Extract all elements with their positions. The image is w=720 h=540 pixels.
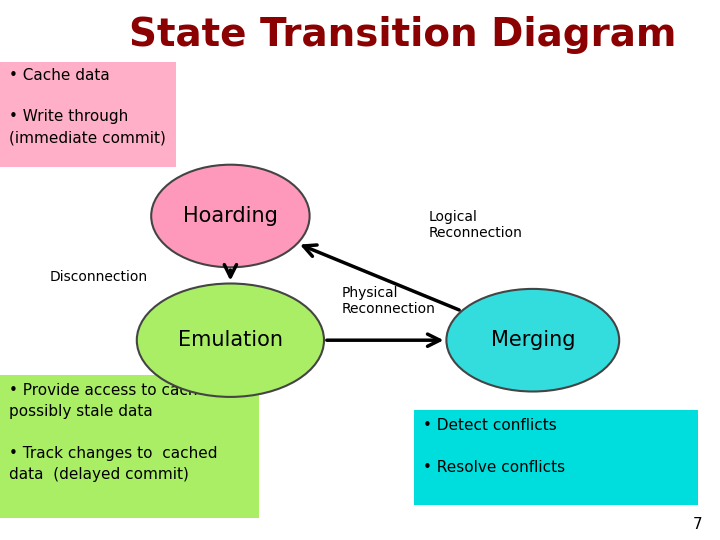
Text: Merging: Merging (490, 330, 575, 350)
Text: • Detect conflicts

• Resolve conflicts: • Detect conflicts • Resolve conflicts (423, 418, 564, 476)
Text: Disconnection: Disconnection (50, 270, 148, 284)
FancyBboxPatch shape (0, 375, 259, 518)
Ellipse shape (137, 284, 324, 397)
Text: Logical
Reconnection: Logical Reconnection (428, 210, 522, 240)
Text: • Provide access to cached,
possibly stale data

• Track changes to  cached
data: • Provide access to cached, possibly sta… (9, 383, 222, 482)
Ellipse shape (151, 165, 310, 267)
Ellipse shape (446, 289, 619, 392)
FancyBboxPatch shape (0, 62, 176, 167)
Text: • Cache data

• Write through
(immediate commit): • Cache data • Write through (immediate … (9, 68, 166, 145)
Text: Hoarding: Hoarding (183, 206, 278, 226)
Text: State Transition Diagram: State Transition Diagram (130, 16, 677, 54)
Text: Emulation: Emulation (178, 330, 283, 350)
Text: 7: 7 (693, 517, 702, 532)
Text: Physical
Reconnection: Physical Reconnection (342, 286, 436, 316)
FancyBboxPatch shape (414, 410, 698, 505)
